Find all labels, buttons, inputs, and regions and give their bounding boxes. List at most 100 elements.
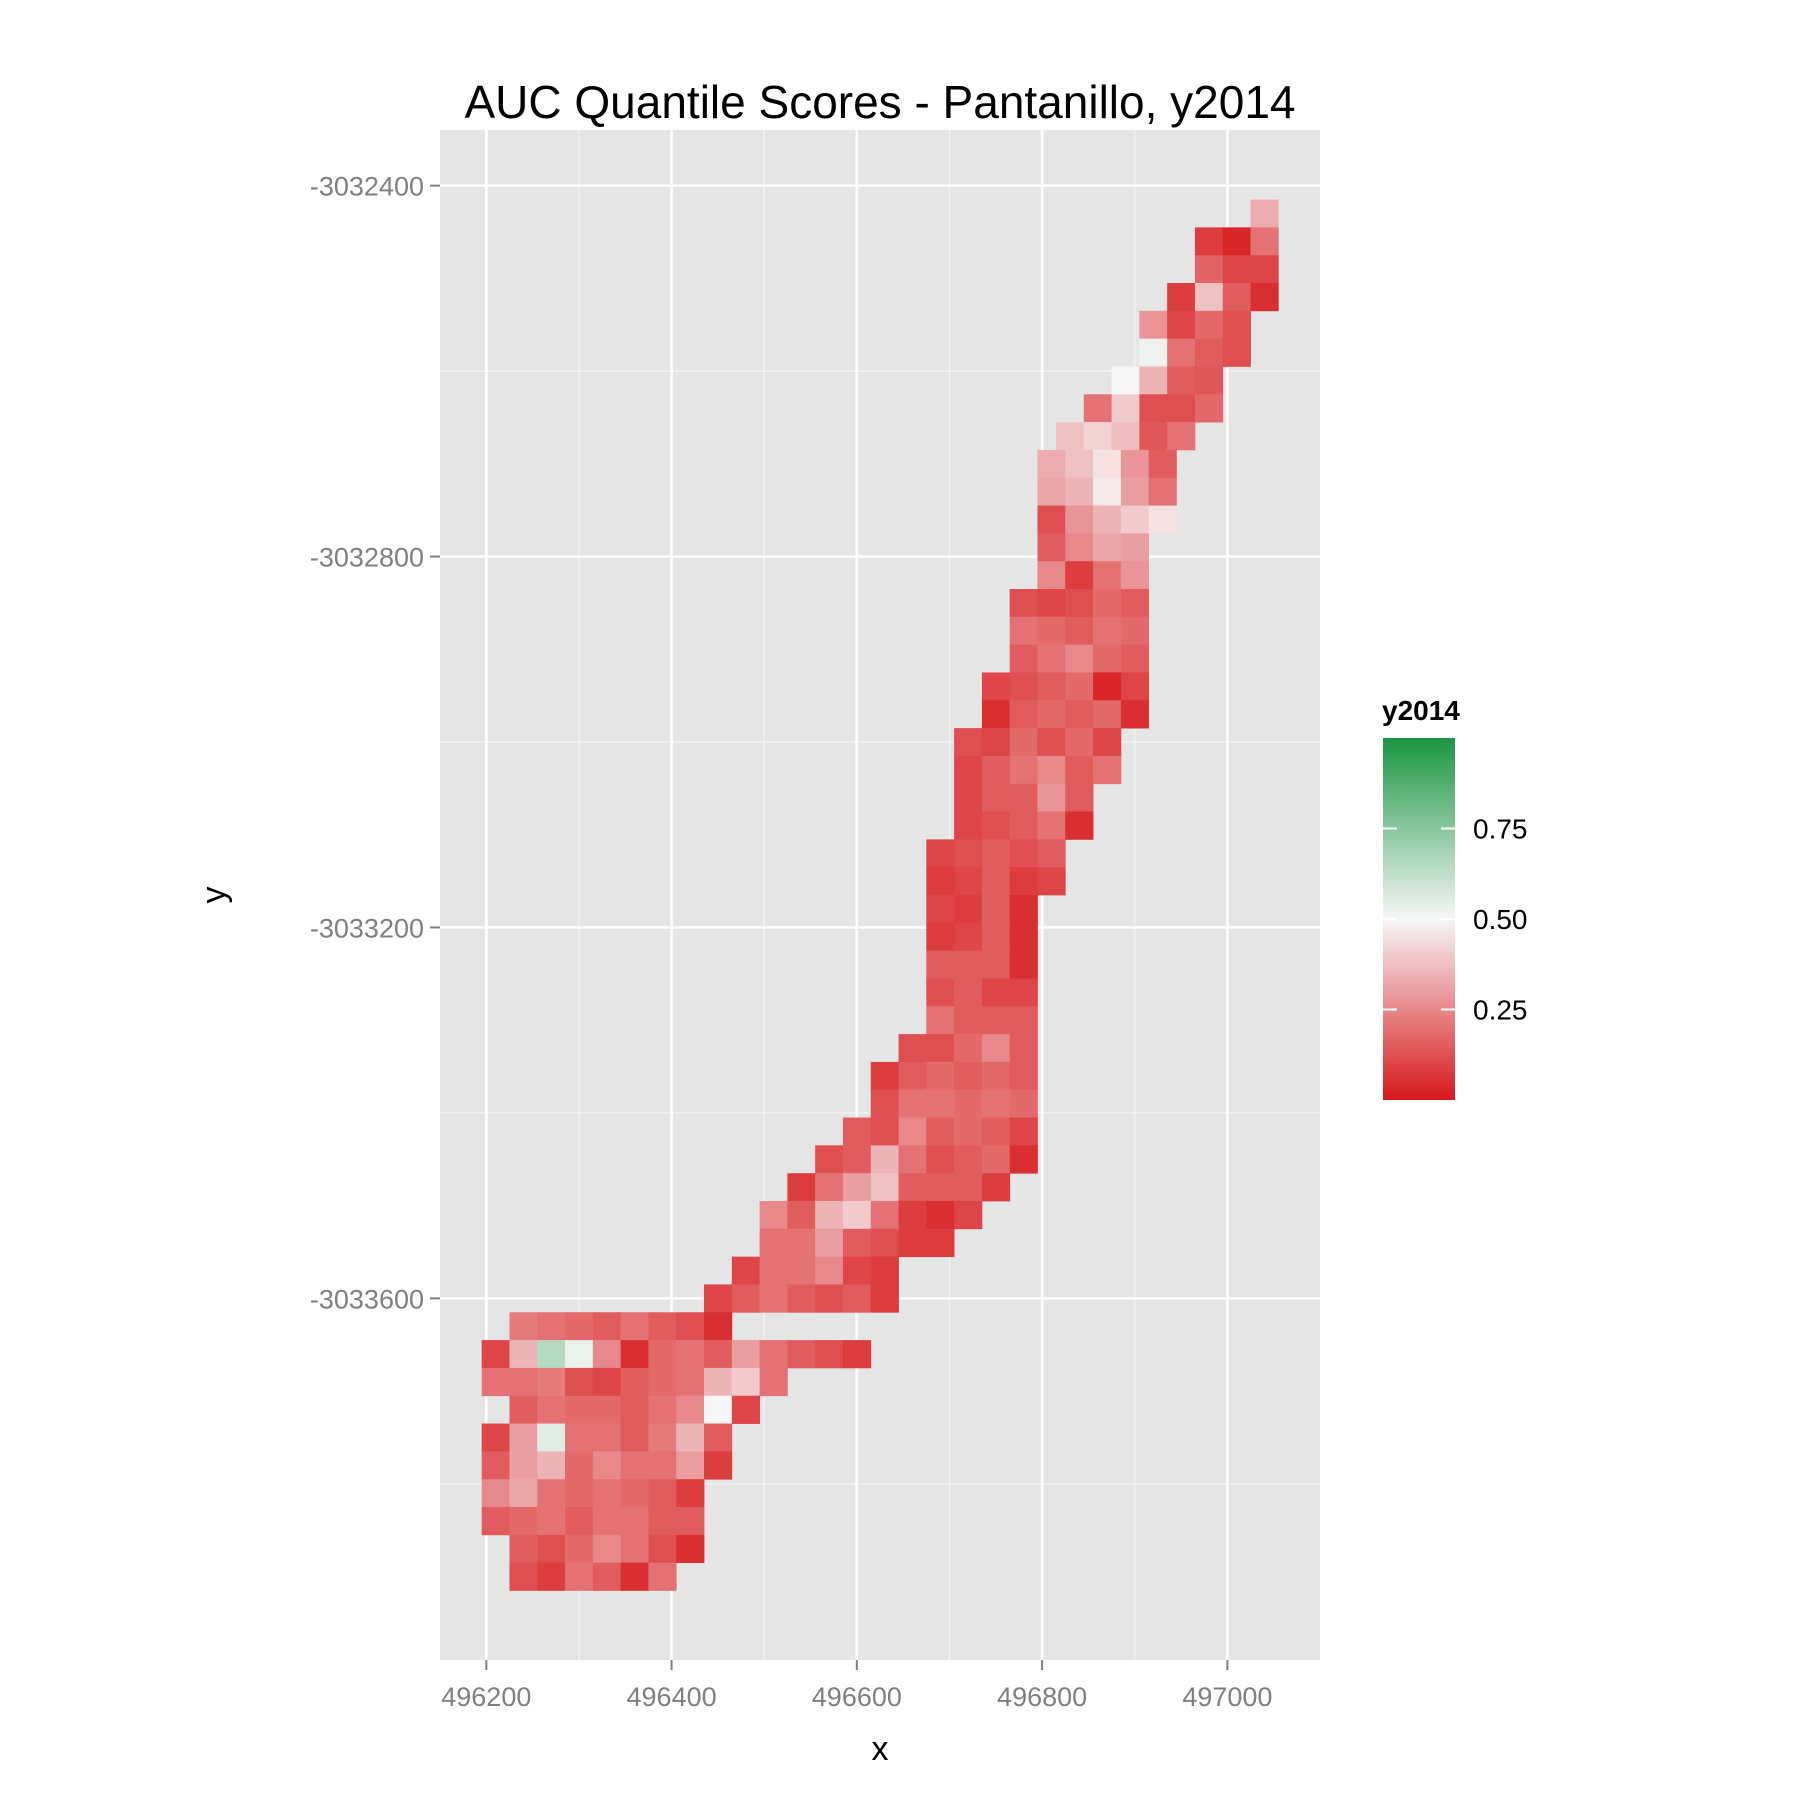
heatmap-cell bbox=[704, 1340, 733, 1369]
heatmap-cell bbox=[1093, 449, 1122, 479]
y-tick-label: -3032400 bbox=[310, 172, 424, 202]
heatmap-cell bbox=[620, 1423, 649, 1452]
x-tick-label: 496600 bbox=[812, 1682, 902, 1712]
heatmap-cell bbox=[592, 1395, 622, 1424]
heatmap-cell bbox=[1009, 672, 1038, 701]
heatmap-cell bbox=[815, 1201, 844, 1230]
heatmap-cell bbox=[1065, 589, 1094, 618]
heatmap-cell bbox=[648, 1507, 677, 1536]
heatmap-cell bbox=[509, 1507, 538, 1536]
heatmap-cell bbox=[648, 1395, 677, 1424]
heatmap-cell bbox=[620, 1479, 649, 1508]
heatmap-cell bbox=[731, 1284, 760, 1313]
heatmap-cell bbox=[565, 1367, 594, 1397]
heatmap-cell bbox=[565, 1507, 594, 1536]
heatmap-cell bbox=[704, 1451, 733, 1480]
heatmap-cell bbox=[981, 1061, 1011, 1091]
heatmap-cell bbox=[1009, 1034, 1038, 1063]
heatmap-cell bbox=[981, 1089, 1011, 1118]
heatmap-cell bbox=[481, 1340, 510, 1369]
x-tick-label: 497000 bbox=[1182, 1682, 1272, 1712]
heatmap-cell bbox=[1139, 310, 1168, 340]
heatmap-cell bbox=[842, 1201, 872, 1230]
heatmap-cell bbox=[1009, 922, 1038, 952]
heatmap-cell bbox=[1009, 755, 1038, 785]
heatmap-cell bbox=[1222, 338, 1251, 367]
heatmap-cell bbox=[1065, 700, 1094, 729]
heatmap-cell bbox=[981, 895, 1011, 924]
heatmap-cell bbox=[1093, 533, 1122, 562]
heatmap-cell bbox=[1167, 338, 1196, 367]
heatmap-cell bbox=[1037, 449, 1066, 479]
heatmap-cell bbox=[565, 1451, 594, 1480]
heatmap-cell bbox=[842, 1173, 872, 1202]
heatmap-cell bbox=[1167, 283, 1196, 312]
heatmap-cell bbox=[954, 867, 983, 896]
heatmap-cell bbox=[954, 839, 983, 868]
heatmap-cell bbox=[509, 1312, 538, 1341]
heatmap-cell bbox=[981, 783, 1011, 812]
heatmap-cell bbox=[926, 1006, 955, 1035]
heatmap-cell bbox=[481, 1423, 510, 1452]
heatmap-cell bbox=[1093, 700, 1122, 729]
heatmap-cell bbox=[1093, 616, 1122, 646]
legend-ticks: 0.25 0.50 0.75 bbox=[1383, 814, 1528, 1026]
heatmap-cell bbox=[620, 1312, 649, 1341]
y-tick-label: -3033600 bbox=[310, 1284, 424, 1314]
heatmap-cell bbox=[1222, 255, 1251, 284]
heatmap-cell bbox=[870, 1228, 899, 1258]
heatmap-cell bbox=[731, 1256, 760, 1285]
heatmap-cell bbox=[620, 1340, 649, 1369]
heatmap-cell bbox=[1194, 227, 1224, 256]
heatmap-cell bbox=[620, 1562, 649, 1591]
heatmap-cell bbox=[759, 1256, 788, 1285]
heatmap-cell bbox=[815, 1145, 844, 1174]
heatmap-cell bbox=[898, 1228, 927, 1258]
heatmap-cell bbox=[870, 1201, 899, 1230]
heatmap-cell bbox=[1009, 978, 1038, 1007]
heatmap-cell bbox=[954, 1061, 983, 1091]
heatmap-cell bbox=[1194, 394, 1224, 423]
heatmap-cell bbox=[954, 1006, 983, 1035]
heatmap-cell bbox=[981, 1117, 1011, 1146]
heatmap-cell bbox=[981, 1173, 1011, 1202]
heatmap-cell bbox=[981, 755, 1011, 785]
heatmap-cell bbox=[1194, 366, 1224, 395]
heatmap-cell bbox=[954, 950, 983, 979]
heatmap-cell bbox=[926, 950, 955, 979]
heatmap-cell bbox=[1065, 672, 1094, 701]
heatmap-cell bbox=[1065, 644, 1094, 673]
heatmap-cell bbox=[537, 1562, 566, 1591]
heatmap-cell bbox=[648, 1534, 677, 1564]
heatmap-cell bbox=[1120, 533, 1150, 562]
heatmap-cell bbox=[1167, 422, 1196, 451]
heatmap-cell bbox=[954, 1117, 983, 1146]
heatmap-cell bbox=[1009, 616, 1038, 646]
heatmap-cell bbox=[565, 1562, 594, 1591]
legend-tick-label: 0.50 bbox=[1473, 904, 1528, 935]
heatmap-cell bbox=[926, 1201, 955, 1230]
heatmap-cell bbox=[954, 1201, 983, 1230]
heatmap-cell bbox=[1009, 1145, 1038, 1174]
heatmap-cell bbox=[898, 1117, 927, 1146]
heatmap-cell bbox=[1009, 783, 1038, 812]
heatmap-cell bbox=[1167, 394, 1196, 423]
heatmap-cell bbox=[981, 950, 1011, 979]
y-tick-label: -3032800 bbox=[310, 543, 424, 573]
heatmap-cell bbox=[1065, 533, 1094, 562]
heatmap-cell bbox=[481, 1367, 510, 1397]
x-axis: 496200 496400 496600 496800 497000 bbox=[441, 1660, 1272, 1712]
heatmap-cell bbox=[1009, 811, 1038, 840]
heatmap-cell bbox=[1222, 227, 1251, 256]
heatmap-cell bbox=[1083, 422, 1112, 451]
x-axis-title: x bbox=[872, 1730, 889, 1768]
heatmap-cell bbox=[842, 1117, 872, 1146]
heatmap-cell bbox=[1009, 839, 1038, 868]
heatmap-cell bbox=[648, 1423, 677, 1452]
heatmap-cell bbox=[1139, 366, 1168, 395]
heatmap-cell bbox=[592, 1562, 622, 1591]
heatmap-cell bbox=[676, 1507, 705, 1536]
heatmap-cell bbox=[954, 728, 983, 757]
heatmap-cell bbox=[1009, 1117, 1038, 1146]
heatmap-cell bbox=[1120, 616, 1150, 646]
